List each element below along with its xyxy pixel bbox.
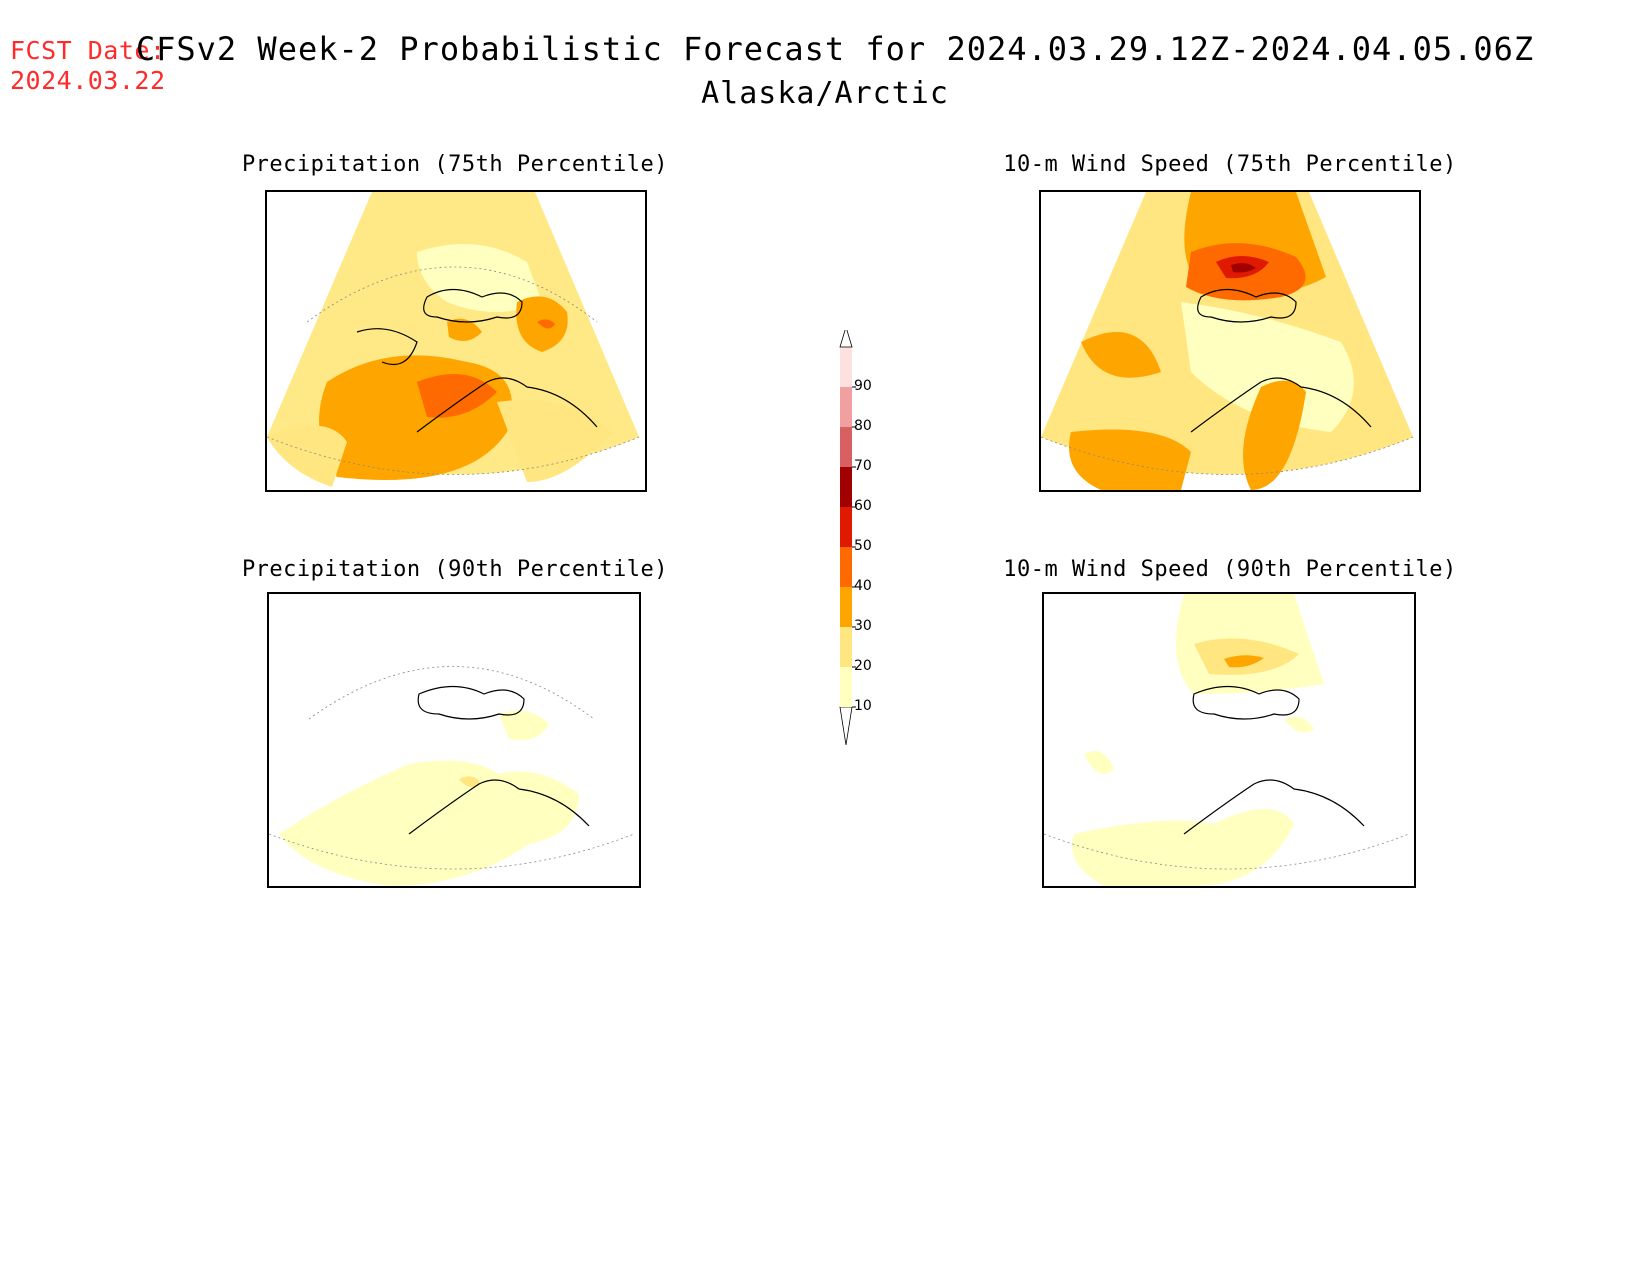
colorbar-label: 50 (854, 538, 872, 554)
panel-title-precip-75: Precipitation (75th Percentile) (241, 152, 669, 177)
map-wind-75 (1041, 192, 1414, 490)
map-wind-90 (1044, 594, 1410, 886)
colorbar-label: 80 (854, 418, 872, 434)
page-title: CFSv2 Week-2 Probabilistic Forecast for … (135, 30, 1535, 68)
map-panel-precip-75 (265, 190, 647, 492)
colorbar-swatch (840, 667, 852, 707)
colorbar-bottom-arrow (839, 706, 853, 746)
map-precip-75 (267, 192, 640, 487)
colorbar-swatch (840, 547, 852, 587)
colorbar-label: 70 (854, 458, 872, 474)
forecast-date-block: FCST Date: 2024.03.22 (10, 36, 166, 96)
colorbar-swatch (840, 587, 852, 627)
colorbar-label: 40 (854, 578, 872, 594)
colorbar-label: 10 (854, 698, 872, 714)
panel-title-wind-90: 10-m Wind Speed (90th Percentile) (1003, 557, 1457, 582)
page-subtitle: Alaska/Arctic (701, 76, 949, 111)
forecast-domain (1044, 594, 1409, 869)
colorbar-swatch (840, 347, 852, 387)
colorbar-label: 20 (854, 658, 872, 674)
panel-title-wind-75: 10-m Wind Speed (75th Percentile) (1003, 152, 1457, 177)
map-panel-precip-90 (267, 592, 641, 888)
colorbar-swatch (840, 507, 852, 547)
colorbar-swatch (840, 627, 852, 667)
colorbar-label: 60 (854, 498, 872, 514)
colorbar-label: 30 (854, 618, 872, 634)
colorbar-swatches (839, 325, 857, 746)
colorbar-label: 90 (854, 378, 872, 394)
colorbar-top-arrow (839, 325, 853, 348)
forecast-date-value: 2024.03.22 (10, 66, 166, 95)
map-panel-wind-75 (1039, 190, 1421, 492)
colorbar-swatch (840, 427, 852, 467)
colorbar-swatch (840, 467, 852, 507)
forecast-date-label: FCST Date: (10, 36, 166, 65)
colorbar-swatch (840, 387, 852, 427)
colorbar: 10 20 30 40 50 60 70 80 90 (826, 325, 916, 750)
map-panel-wind-90 (1042, 592, 1416, 888)
map-precip-90 (269, 594, 635, 886)
panel-title-precip-90: Precipitation (90th Percentile) (241, 557, 669, 582)
